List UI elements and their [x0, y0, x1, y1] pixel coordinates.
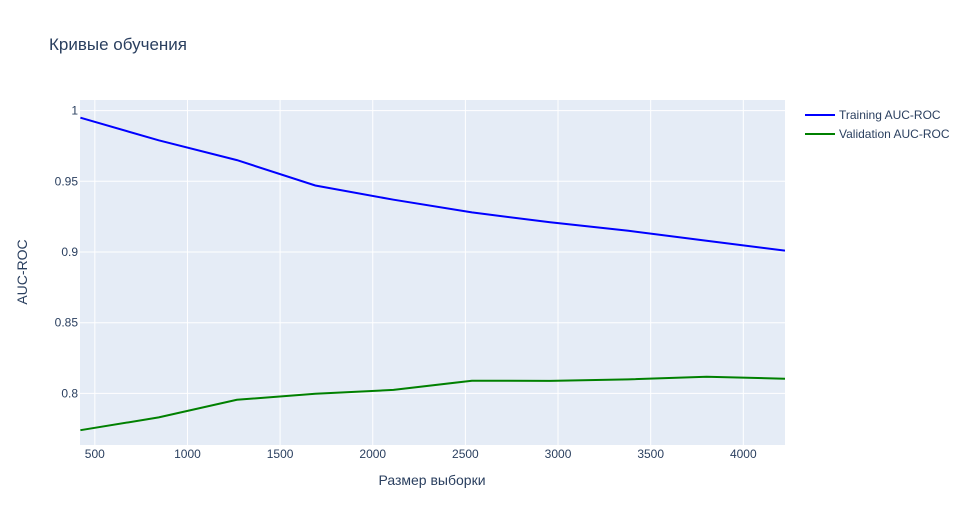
legend-item-0[interactable]: Training AUC-ROC — [805, 108, 941, 122]
series-line-1 — [80, 375, 785, 432]
y-tick-label: 0.9 — [61, 245, 78, 259]
legend-label: Training AUC-ROC — [839, 108, 941, 122]
y-tick-label: 1 — [71, 104, 78, 118]
legend-item-1[interactable]: Validation AUC-ROC — [805, 127, 950, 141]
x-tick-label: 3500 — [637, 447, 664, 461]
series-line-0 — [80, 116, 785, 252]
y-tick-label: 0.85 — [55, 316, 79, 330]
y-tick-label: 0.95 — [55, 174, 79, 188]
y-axis-label: AUC-ROC — [14, 239, 30, 304]
x-tick-label: 2500 — [452, 447, 479, 461]
x-axis-label: Размер выборки — [378, 472, 485, 488]
axis-ticks: 500 1000 1500 2000 2500 3000 3500 4000 0.8 0.85 0.… — [55, 104, 757, 461]
chart-title: Кривые обучения — [49, 35, 187, 54]
x-tick-label: 500 — [85, 447, 105, 461]
x-tick-label: 3000 — [545, 447, 572, 461]
x-tick-label: 2000 — [359, 447, 386, 461]
legend-label: Validation AUC-ROC — [839, 127, 950, 141]
plot-area — [80, 100, 785, 445]
legend[interactable]: Training AUC-ROC Validation AUC-ROC — [805, 108, 950, 141]
y-tick-label: 0.8 — [61, 386, 78, 400]
x-tick-label: 1000 — [174, 447, 201, 461]
x-tick-label: 1500 — [267, 447, 294, 461]
series-lines — [80, 116, 785, 432]
x-tick-label: 4000 — [730, 447, 757, 461]
gridlines — [80, 100, 785, 445]
